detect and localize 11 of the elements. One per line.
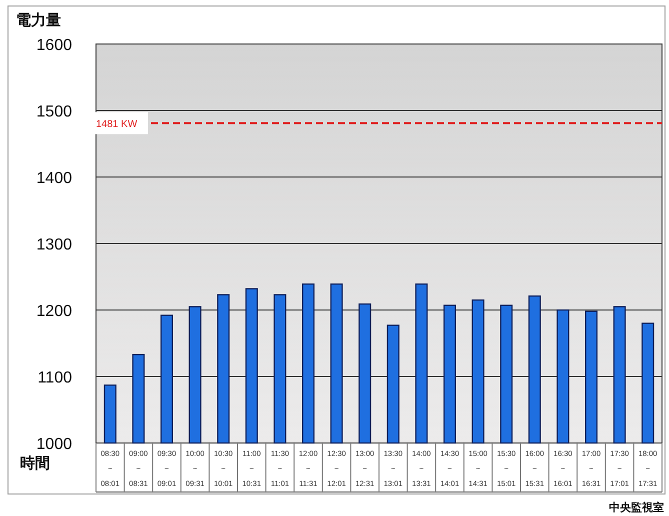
text: 中央監視室 (609, 501, 664, 514)
y-tick-label: 1400 (36, 170, 72, 187)
y-tick-label: 1200 (36, 303, 72, 320)
y-tick-label: 1600 (36, 37, 72, 54)
y-tick-label: 1500 (36, 104, 72, 120)
y-tick-label: 1300 (36, 236, 72, 254)
y-tick-label: 1000 (36, 436, 72, 453)
ref-line-label: 1481 KW (96, 119, 138, 130)
y-tick-label: 1100 (38, 370, 72, 386)
x-axis-title: 時間 (20, 455, 50, 472)
y-axis-title: 電力量 (16, 12, 61, 29)
